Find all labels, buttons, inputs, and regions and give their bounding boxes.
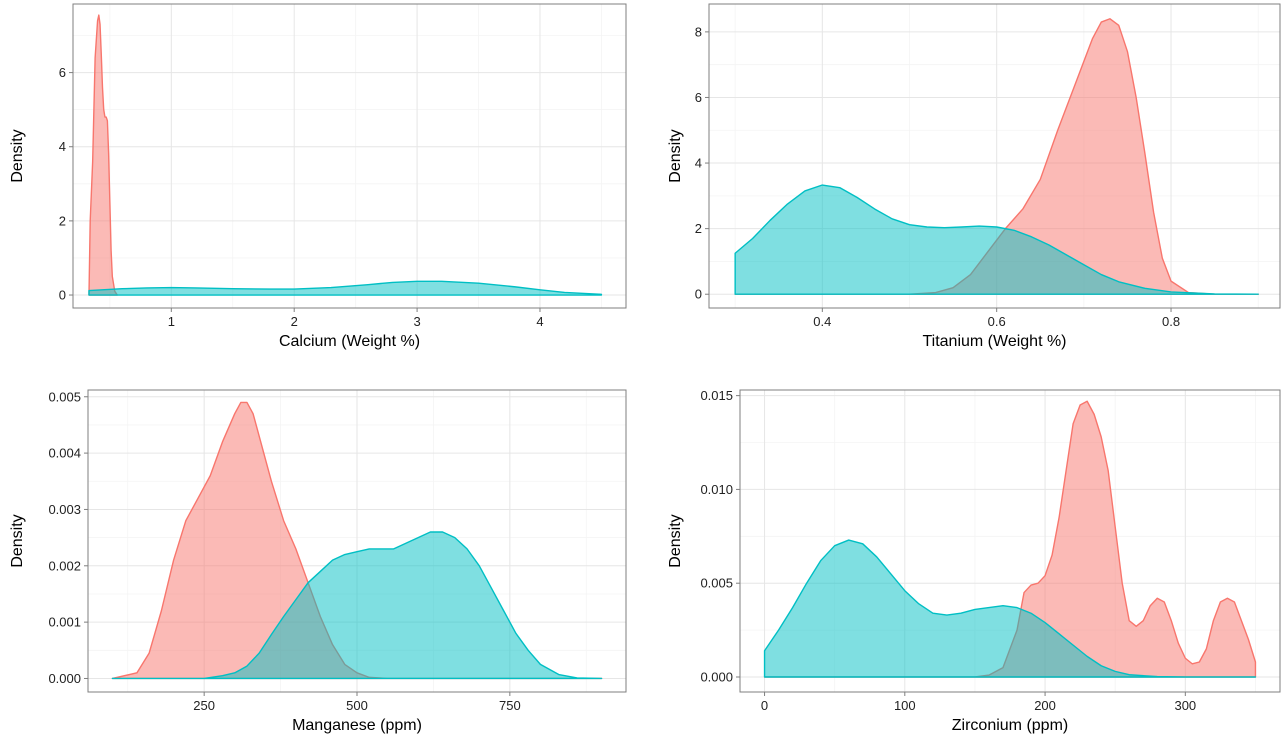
x-tick-label: 0.8	[1162, 314, 1180, 329]
x-tick-label: 0	[761, 698, 768, 713]
panel-border	[708, 3, 1281, 309]
density-panel-3: 250 500 750 0.000 0.001 0.002 0.003 0.004 0.005 M…	[9, 389, 627, 734]
x-tick-label: 750	[499, 698, 521, 713]
panel-background	[73, 4, 626, 308]
x-tick-label: 500	[346, 698, 368, 713]
y-tick-label: 0.002	[48, 558, 81, 573]
x-tick-label: 100	[894, 698, 916, 713]
y-tick-label: 0.005	[48, 389, 81, 404]
x-tick-label: 1	[168, 314, 175, 329]
y-tick-label: 0.000	[700, 669, 733, 684]
y-tick-label: 0.000	[48, 671, 81, 686]
x-tick-label: 0.6	[988, 314, 1006, 329]
y-tick-label: 6	[695, 90, 702, 105]
y-tick-label: 4	[59, 139, 66, 154]
x-axis-title: Manganese (ppm)	[292, 717, 422, 734]
y-tick-label: 0.003	[48, 502, 81, 517]
density-area-series-1	[88, 14, 118, 296]
x-tick-label: 250	[193, 698, 215, 713]
x-tick-label: 2	[291, 314, 298, 329]
y-tick-label: 6	[59, 65, 66, 80]
y-tick-label: 2	[59, 213, 66, 228]
panel-border	[72, 3, 627, 309]
y-tick-label: 0.001	[48, 615, 81, 630]
x-tick-label: 300	[1174, 698, 1196, 713]
x-axis-title: Calcium (Weight %)	[279, 333, 420, 350]
y-tick-label: 2	[695, 221, 702, 236]
density-area-series-1	[763, 400, 1257, 678]
y-tick-label: 4	[695, 156, 702, 171]
y-tick-label: 0	[59, 288, 66, 303]
density-area-series-2	[111, 531, 603, 680]
y-tick-label: 0.004	[48, 446, 81, 461]
x-tick-label: 4	[536, 314, 543, 329]
panel-border	[739, 389, 1281, 693]
density-area-series-2	[763, 539, 1257, 678]
y-tick-label: 0.005	[700, 576, 733, 591]
y-axis-title: Density	[667, 514, 684, 567]
density-panel-2: 0.4 0.6 0.8 0 2 4 6 8 Titanium (Weight %) Density	[667, 3, 1281, 350]
x-tick-label: 3	[413, 314, 420, 329]
density-panel-4: 0 100 200 300 0.000 0.005 0.010 0.015 Zirconium …	[667, 388, 1281, 734]
x-axis-title: Zirconium (ppm)	[952, 717, 1068, 734]
x-tick-label: 0.4	[813, 314, 831, 329]
density-area-series-2	[88, 280, 603, 296]
y-tick-label: 0.010	[700, 482, 733, 497]
y-tick-label: 8	[695, 24, 702, 39]
y-tick-label: 0	[695, 287, 702, 302]
y-axis-title: Density	[667, 129, 684, 182]
y-axis-title: Density	[9, 129, 26, 182]
x-tick-label: 200	[1034, 698, 1056, 713]
x-axis-title: Titanium (Weight %)	[922, 333, 1066, 350]
density-panel-1: 1 2 3 4 0 2 4 6 Calcium (Weight %) Density	[9, 3, 627, 350]
y-tick-label: 0.015	[700, 388, 733, 403]
y-axis-title: Density	[9, 514, 26, 567]
density-area-series-2	[734, 184, 1259, 295]
